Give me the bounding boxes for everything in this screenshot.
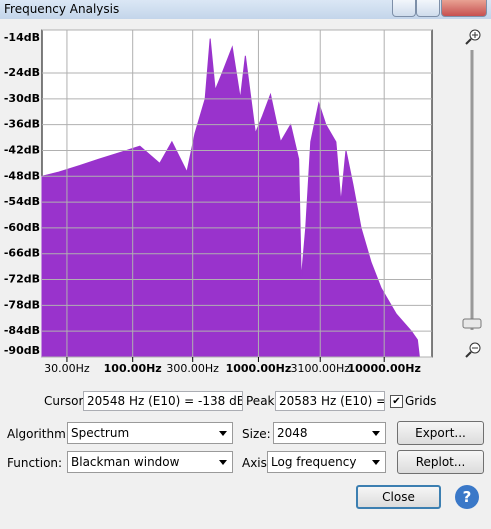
size-select[interactable]: 2048 [273,422,386,444]
chart: -14dB -24dB -30dB -36dB -42dB -48dB -54dB -60dB… [4,29,482,375]
title-bar: Frequency Analysis [0,0,491,19]
y-tick-label: -14dB [4,31,40,44]
close-button[interactable]: Close [356,485,441,509]
x-tick-label: 10000.00Hz [348,362,421,375]
y-tick-label: -66dB [4,247,40,260]
export-button[interactable]: Export... [397,421,484,445]
maximize-button[interactable] [416,0,440,17]
function-label: Function: [7,456,63,470]
x-tick-label: 1000.00Hz [226,362,292,375]
zoom-thumb[interactable] [462,318,482,329]
x-tick-label: 100.00Hz [104,362,162,375]
zoom-out-icon[interactable] [465,342,481,358]
x-tick-label: 30.00Hz [44,362,90,375]
y-tick-label: -36dB [4,118,40,131]
y-tick-label: -84dB [4,324,40,337]
minimize-button[interactable] [392,0,416,17]
zoom-in-icon[interactable] [465,29,481,45]
y-tick-label: -78dB [4,298,40,311]
close-window-button[interactable] [441,0,487,17]
axis-label: Axis: [242,456,271,470]
spectrum-area [41,38,420,358]
y-tick-label: -42dB [4,143,40,156]
y-tick-label: -24dB [4,66,40,79]
size-label: Size: [242,427,271,441]
grids-checkbox[interactable]: ✔ [390,395,403,408]
peak-label: Peak: [246,394,279,408]
cursor-label: Cursor: [44,394,88,408]
function-select[interactable]: Blackman window [67,451,233,473]
help-button[interactable]: ? [455,485,479,509]
grids-label: Grids [405,394,437,408]
x-tick-label: 300.00Hz [166,362,219,375]
y-tick-label: -48dB [4,169,40,182]
replot-button[interactable]: Replot... [397,450,484,474]
window-title: Frequency Analysis [4,2,120,16]
y-tick-label: -72dB [4,273,40,286]
algorithm-select[interactable]: Spectrum [67,422,233,444]
y-tick-label: -54dB [4,195,40,208]
algorithm-label: Algorithm: [7,427,70,441]
x-tick-label: 3100.00Hz [290,362,350,375]
y-tick-label: -60dB [4,221,40,234]
peak-value: 20583 Hz (E10) = -133.9 dB [275,391,385,411]
y-tick-label: -90dB [4,344,40,357]
cursor-value: 20548 Hz (E10) = -138 dB [83,391,243,411]
y-tick-label: -30dB [4,92,40,105]
axis-select[interactable]: Log frequency [267,451,386,473]
